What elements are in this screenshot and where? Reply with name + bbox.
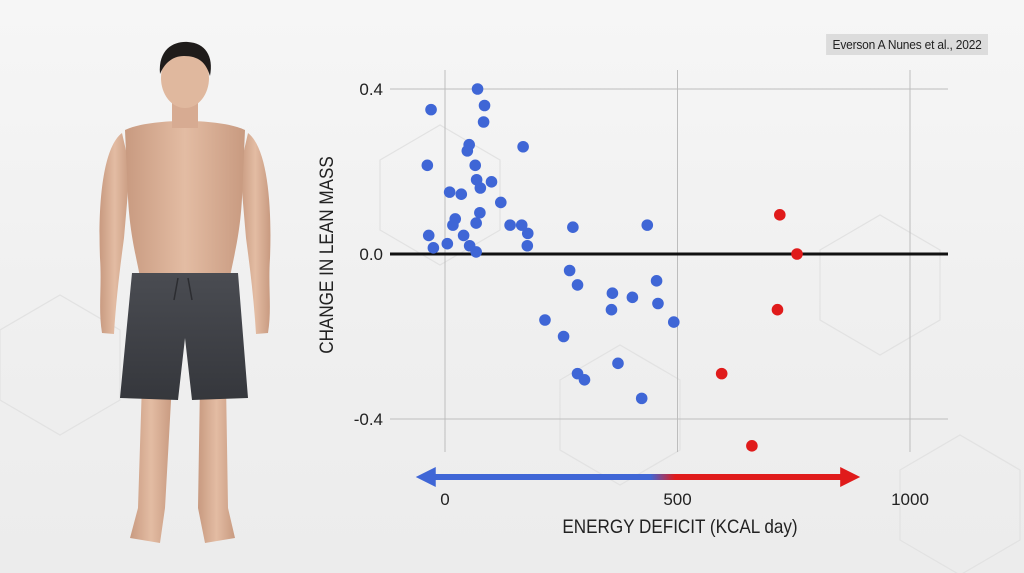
y-tick-label: -0.4 (354, 410, 383, 429)
blue-data-point (474, 206, 486, 219)
arrow-head-right (840, 467, 861, 487)
blue-data-point (421, 159, 434, 172)
arrow-shaft (431, 474, 845, 480)
blue-data-point (495, 196, 507, 209)
person-figure (99, 41, 271, 543)
blue-data-point (457, 229, 470, 242)
blue-data-point (635, 392, 648, 405)
red-data-point (715, 367, 728, 380)
red-data-point (774, 209, 786, 221)
y-tick-label: 0.0 (359, 245, 383, 264)
blue-data-point (571, 279, 584, 291)
blue-data-point (557, 330, 570, 343)
blue-data-point (504, 219, 516, 231)
x-axis-label: ENERGY DEFICIT (KCAL day) (562, 516, 797, 537)
y-tick-label: 0.4 (359, 80, 383, 99)
x-tick-label: 1000 (891, 490, 929, 509)
blue-data-point (521, 227, 534, 240)
blue-data-point (563, 264, 576, 277)
blue-data-point (485, 176, 498, 188)
x-tick-label: 500 (663, 490, 691, 509)
blue-data-point (478, 99, 491, 112)
blue-data-point (567, 221, 579, 233)
blue-data-point (652, 297, 664, 310)
blue-data-point (471, 83, 484, 95)
deficit-arrow (415, 467, 861, 487)
blue-data-point (447, 219, 459, 231)
blue-data-point (605, 303, 618, 316)
blue-data-point (578, 374, 591, 386)
x-tick-label: 0 (440, 490, 449, 509)
blue-data-point (470, 217, 482, 229)
y-tick-labels: 0.4 0.0 -0.4 (354, 80, 383, 429)
blue-data-point (517, 140, 529, 153)
blue-data-point (474, 182, 487, 194)
blue-data-point (455, 188, 468, 200)
blue-data-point (425, 103, 437, 116)
blue-data-point (641, 219, 654, 231)
blue-data-point (477, 116, 490, 128)
blue-data-point (667, 316, 680, 328)
blue-data-point (469, 159, 482, 172)
blue-data-point (427, 242, 440, 254)
red-data-point (746, 440, 758, 452)
red-data-point (771, 303, 784, 316)
blue-data-point (521, 239, 534, 252)
red-data-point (791, 248, 803, 260)
arrow-head-left (415, 467, 436, 487)
blue-data-point (626, 291, 639, 304)
blue-data-point (422, 229, 435, 242)
blue-data-point (443, 186, 456, 198)
blue-data-point (470, 246, 482, 258)
blue-data-point (612, 357, 624, 370)
data-points (421, 83, 803, 452)
x-tick-labels: 0 500 1000 (440, 490, 929, 509)
y-axis-label: CHANGE IN LEAN MASS (316, 156, 337, 354)
citation-label: Everson A Nunes et al., 2022 (826, 34, 988, 55)
blue-data-point (515, 219, 528, 231)
blue-data-point (461, 145, 474, 157)
blue-data-point (650, 275, 663, 287)
blue-data-point (539, 314, 551, 326)
grid-lines (390, 70, 948, 452)
blue-data-point (441, 237, 454, 250)
blue-data-point (606, 287, 619, 299)
